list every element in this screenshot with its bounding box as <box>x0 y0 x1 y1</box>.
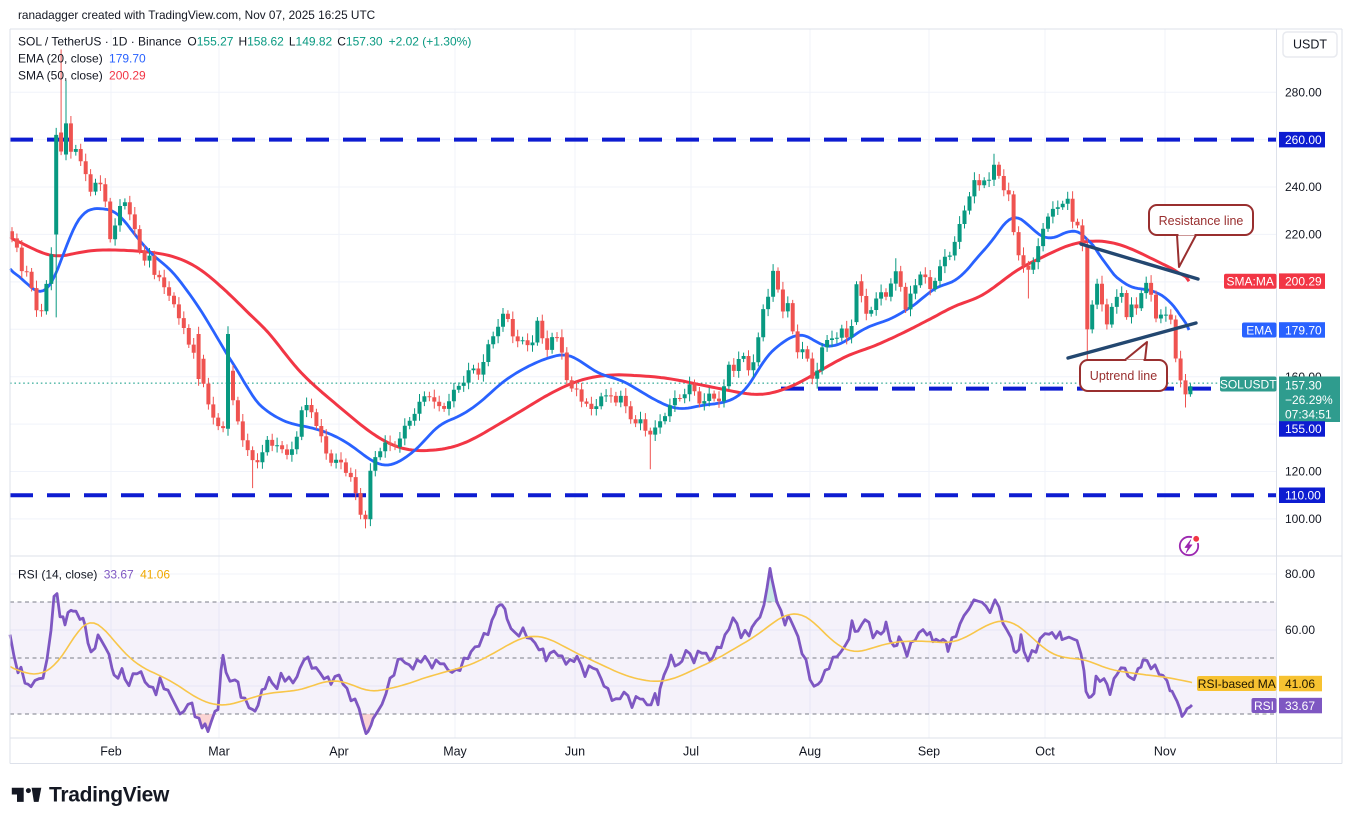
svg-text:Sep: Sep <box>918 745 940 759</box>
svg-text:RSI-based MA: RSI-based MA <box>1198 677 1276 691</box>
svg-text:Mar: Mar <box>208 745 230 759</box>
svg-text:60.00: 60.00 <box>1285 623 1315 637</box>
svg-text:Resistance line: Resistance line <box>1159 214 1244 228</box>
svg-text:SMA (50, close) 200.29: SMA (50, close) 200.29 <box>18 69 146 83</box>
svg-text:Nov: Nov <box>1154 745 1177 759</box>
svg-text:EMA: EMA <box>1246 323 1272 337</box>
svg-text:07:34:51: 07:34:51 <box>1285 408 1332 422</box>
svg-text:33.67: 33.67 <box>1285 699 1315 713</box>
svg-text:EMA (20, close) 179.70: EMA (20, close) 179.70 <box>18 52 146 66</box>
svg-text:Uptrend line: Uptrend line <box>1090 369 1157 383</box>
svg-text:240.00: 240.00 <box>1285 180 1322 194</box>
svg-text:TradingView: TradingView <box>49 784 170 807</box>
svg-text:280.00: 280.00 <box>1285 85 1322 99</box>
svg-text:155.00: 155.00 <box>1285 422 1322 436</box>
svg-text:Jun: Jun <box>565 745 585 759</box>
svg-text:RSI (14, close) 33.67 41.06: RSI (14, close) 33.67 41.06 <box>18 568 170 582</box>
svg-text:Jul: Jul <box>683 745 699 759</box>
svg-text:Apr: Apr <box>329 745 348 759</box>
svg-text:80.00: 80.00 <box>1285 567 1315 581</box>
svg-text:220.00: 220.00 <box>1285 228 1322 242</box>
svg-text:100.00: 100.00 <box>1285 512 1322 526</box>
svg-text:RSI: RSI <box>1254 699 1274 713</box>
svg-text:41.06: 41.06 <box>1285 677 1315 691</box>
svg-text:Feb: Feb <box>100 745 122 759</box>
svg-text:Aug: Aug <box>799 745 821 759</box>
svg-text:ranadagger created with Tradin: ranadagger created with TradingView.com,… <box>18 8 376 22</box>
svg-text:120.00: 120.00 <box>1285 465 1322 479</box>
svg-text:179.70: 179.70 <box>1285 323 1322 337</box>
svg-text:−26.29%: −26.29% <box>1285 393 1333 407</box>
svg-text:May: May <box>443 745 467 759</box>
svg-text:SOLUSDT: SOLUSDT <box>1220 377 1277 391</box>
svg-text:110.00: 110.00 <box>1285 489 1321 503</box>
svg-text:260.00: 260.00 <box>1285 133 1322 147</box>
svg-text:Oct: Oct <box>1035 745 1055 759</box>
svg-text:157.30: 157.30 <box>1285 379 1322 393</box>
svg-text:SMA:MA: SMA:MA <box>1227 275 1274 289</box>
svg-text:USDT: USDT <box>1293 38 1327 52</box>
svg-text:200.29: 200.29 <box>1285 275 1322 289</box>
